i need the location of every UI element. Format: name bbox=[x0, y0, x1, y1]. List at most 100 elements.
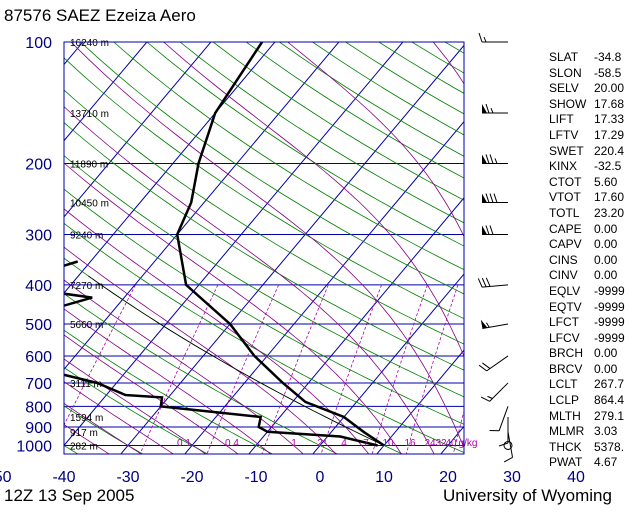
dry-adiabat-line bbox=[64, 155, 464, 398]
index-row: SLAT -34.8 bbox=[549, 50, 639, 66]
index-row: EQLV -9999 bbox=[549, 284, 639, 300]
height-label: 5660 m bbox=[70, 320, 103, 331]
index-key: SWET bbox=[549, 143, 584, 158]
dry-adiabat-line bbox=[64, 188, 464, 425]
parcel-path-line bbox=[88, 275, 385, 446]
index-key: EQTV bbox=[549, 299, 582, 314]
height-label: 7270 m bbox=[70, 281, 103, 292]
dry-adiabat-line bbox=[0, 3, 21, 459]
height-label: 917 m bbox=[70, 428, 98, 439]
index-key: LCLT bbox=[549, 377, 578, 392]
index-key: CAPV bbox=[549, 237, 582, 252]
index-value: 0.00 bbox=[594, 237, 618, 252]
index-value: 3.03 bbox=[594, 424, 618, 439]
data-source: University of Wyoming bbox=[443, 486, 612, 505]
mixing-ratio-line bbox=[206, 284, 279, 454]
index-row: LFCT -9999 bbox=[549, 315, 639, 331]
isotherm-line bbox=[120, 44, 464, 454]
index-row: LCLP 864.4 bbox=[549, 393, 639, 409]
wind-barb-feather bbox=[485, 277, 491, 287]
wind-barb bbox=[482, 103, 508, 114]
wind-barb-staff bbox=[498, 406, 509, 431]
index-row: LCLT 267.7 bbox=[549, 377, 639, 393]
wind-barb-half-feather bbox=[486, 322, 490, 328]
pressure-tick-label: 700 bbox=[25, 376, 52, 393]
index-value: -9999 bbox=[594, 330, 625, 345]
wind-barb-feather bbox=[482, 362, 491, 369]
index-value: 279.1 bbox=[594, 408, 625, 423]
index-row: BRCH 0.00 bbox=[549, 346, 639, 362]
pressure-tick-label: 600 bbox=[25, 349, 52, 366]
index-key: MLMR bbox=[549, 424, 585, 439]
index-row: VTOT 17.60 bbox=[549, 190, 639, 206]
wind-barb-half-feather bbox=[494, 158, 498, 164]
moist-adiabat-line bbox=[64, 246, 337, 454]
wind-barb bbox=[503, 440, 513, 450]
wind-barb-feather bbox=[489, 193, 494, 203]
wind-barb-feather bbox=[485, 103, 490, 114]
isotherm-line bbox=[64, 42, 148, 142]
height-label: 16240 m bbox=[70, 38, 109, 49]
temperature-tick-label: 10 bbox=[375, 469, 393, 486]
mixing-ratio-label: 10 bbox=[382, 438, 394, 449]
moist-adiabat-line bbox=[64, 208, 370, 454]
wind-barb-feather bbox=[485, 154, 490, 164]
isotherm-line bbox=[64, 42, 340, 371]
wind-barb bbox=[480, 319, 509, 330]
height-label: 282 m bbox=[70, 441, 98, 452]
dry-adiabat-line bbox=[64, 89, 464, 345]
wind-barb bbox=[478, 32, 508, 43]
wind-barb-feather bbox=[489, 225, 494, 235]
index-key: VTOT bbox=[549, 190, 581, 205]
temperature-tick-label: 0 bbox=[316, 469, 325, 486]
mixing-ratio-label: 1 bbox=[291, 438, 297, 449]
pressure-tick-label: 900 bbox=[25, 420, 52, 437]
index-value: 0.00 bbox=[594, 361, 618, 376]
moist-adiabat-line bbox=[64, 106, 435, 454]
mixing-ratio-line bbox=[405, 284, 459, 454]
index-row: EQTV -9999 bbox=[549, 300, 639, 316]
moist-adiabat-line bbox=[64, 358, 207, 454]
temperature-tick-label: 20 bbox=[439, 469, 457, 486]
index-value: -58.5 bbox=[594, 65, 622, 80]
wind-barb bbox=[489, 406, 509, 432]
pressure-tick-label: 500 bbox=[25, 317, 52, 334]
mixing-ratio-label: g/kg bbox=[459, 438, 478, 449]
mixing-ratio-line bbox=[452, 409, 464, 454]
wind-barb-feather bbox=[493, 193, 498, 203]
temperature-tick-label: 30 bbox=[503, 469, 521, 486]
index-key: SLAT bbox=[549, 50, 579, 64]
index-value: 5.60 bbox=[594, 174, 618, 189]
dry-adiabat-line bbox=[113, 42, 464, 271]
isotherm-line bbox=[312, 273, 464, 454]
wind-barb-feather bbox=[478, 364, 487, 372]
mixing-ratio-label: 24 bbox=[424, 438, 436, 449]
wind-barb-flag bbox=[482, 154, 487, 164]
index-key: KINX bbox=[549, 159, 578, 174]
index-row: SHOW 17.68 bbox=[549, 97, 639, 113]
index-key: THCK bbox=[549, 439, 582, 454]
index-value: -34.8 bbox=[594, 50, 622, 64]
index-value: -9999 bbox=[594, 299, 625, 314]
index-row: CAPE 0.00 bbox=[549, 222, 639, 238]
dry-adiabat-line bbox=[179, 42, 464, 224]
pressure-tick-label: 300 bbox=[25, 227, 52, 244]
height-label: 10450 m bbox=[70, 199, 109, 210]
dewpoint-profile-line bbox=[64, 260, 378, 447]
index-row: SELV 20.00 bbox=[549, 81, 639, 97]
index-value: 17.33 bbox=[594, 112, 625, 127]
wind-barb-feather bbox=[481, 277, 487, 288]
moist-adiabat-line bbox=[287, 42, 464, 238]
wind-barb-feather bbox=[485, 225, 490, 235]
temperature-tick-label: -10 bbox=[244, 469, 267, 486]
wind-barb bbox=[477, 277, 509, 288]
index-key: SELV bbox=[549, 81, 579, 96]
pressure-tick-label: 400 bbox=[25, 278, 52, 295]
index-key: MLTH bbox=[549, 408, 581, 423]
height-label: 9240 m bbox=[70, 230, 103, 241]
dry-adiabat-line bbox=[146, 42, 464, 247]
index-value: 864.4 bbox=[594, 393, 625, 408]
wind-barb-half-feather bbox=[487, 395, 493, 399]
temperature-tick-label: -50 bbox=[0, 469, 12, 486]
wind-barb bbox=[478, 355, 509, 372]
